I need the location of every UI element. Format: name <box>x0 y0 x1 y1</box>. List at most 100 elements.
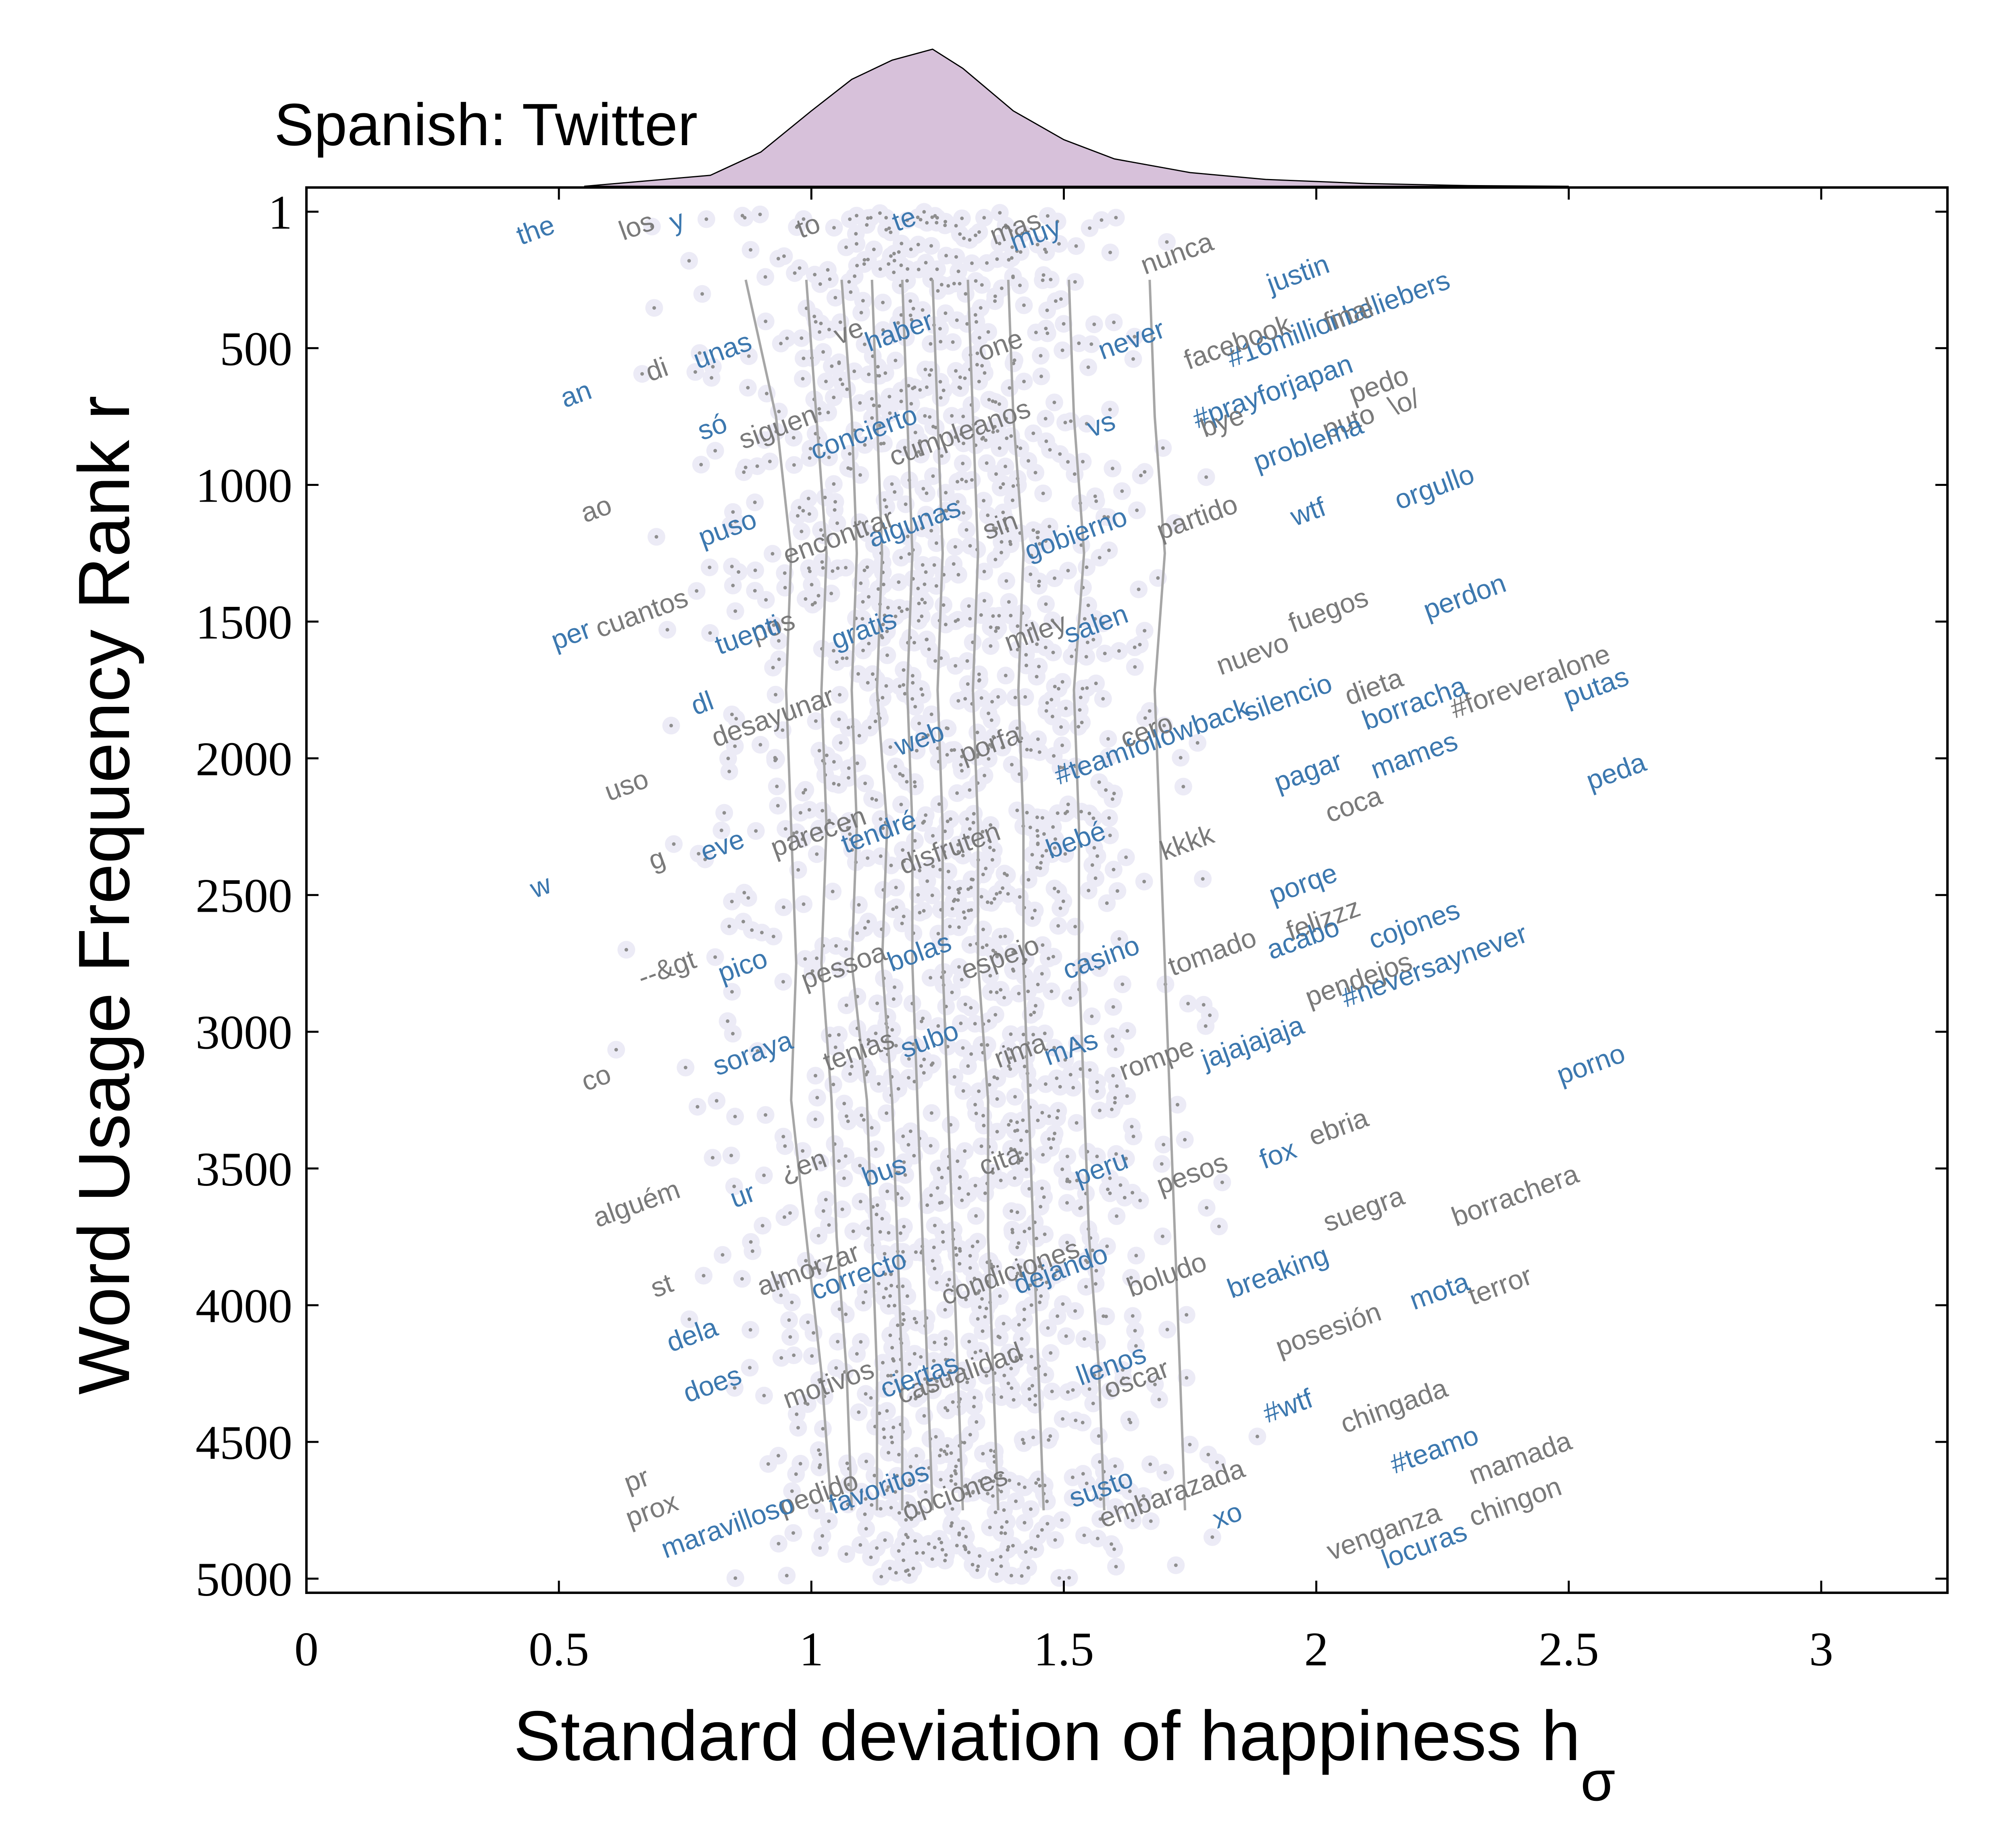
word-label: coca <box>1321 780 1386 829</box>
scatter-dot <box>965 659 969 663</box>
scatter-dot <box>1033 908 1037 913</box>
scatter-dot <box>1137 588 1141 592</box>
scatter-dots <box>614 210 1259 1580</box>
scatter-dot <box>917 602 921 606</box>
scatter-dot <box>746 386 750 390</box>
scatter-dot <box>944 509 948 513</box>
scatter-dot <box>921 1017 925 1021</box>
scatter-dot <box>742 470 746 474</box>
scatter-dot <box>855 264 859 268</box>
scatter-dot <box>1042 832 1046 836</box>
scatter-dot <box>960 1198 964 1202</box>
scatter-dot <box>943 311 948 315</box>
scatter-dot <box>900 1196 904 1200</box>
scatter-dot <box>777 1454 780 1458</box>
scatter-dot <box>1040 816 1044 820</box>
scatter-dot <box>1028 1397 1032 1401</box>
scatter-dot <box>935 541 938 545</box>
y-tick-label: 5000 <box>196 1552 292 1606</box>
scatter-dot <box>1201 877 1205 881</box>
scatter-dot <box>1052 1137 1055 1141</box>
scatter-dot <box>884 1287 888 1291</box>
scatter-dot <box>955 1544 959 1548</box>
scatter-dot <box>962 236 966 240</box>
scatter-dot <box>964 479 968 483</box>
scatter-dot <box>1079 1206 1083 1209</box>
scatter-dot <box>729 523 733 527</box>
scatter-dot <box>1025 663 1028 667</box>
scatter-dot <box>894 1571 898 1575</box>
word-label: di <box>641 352 672 388</box>
scatter-dot <box>1112 320 1116 324</box>
scatter-dot <box>941 1240 945 1244</box>
scatter-dot <box>1081 687 1085 691</box>
scatter-dot <box>687 259 691 263</box>
scatter-dot <box>848 832 852 836</box>
scatter-dot <box>943 1558 947 1563</box>
scatter-dot <box>1039 1277 1043 1281</box>
scatter-dot <box>1133 645 1137 649</box>
scatter-dot <box>1095 1089 1099 1093</box>
scatter-dot <box>896 1087 900 1091</box>
scatter-dot <box>1026 990 1030 994</box>
scatter-dot <box>956 843 960 847</box>
scatter-dot <box>821 1534 825 1538</box>
scatter-dot <box>1030 853 1034 857</box>
scatter-dot <box>1003 1531 1007 1535</box>
scatter-dot <box>1006 892 1010 896</box>
scatter-dot <box>1029 1354 1033 1358</box>
scatter-dot <box>762 1173 766 1177</box>
word-label: ao <box>577 490 616 529</box>
scatter-dot <box>845 387 849 391</box>
scatter-dot <box>868 725 872 729</box>
scatter-dot <box>1043 646 1048 650</box>
scatter-dot <box>1098 1460 1102 1464</box>
scatter-dot <box>861 600 865 604</box>
scatter-dot <box>870 797 874 801</box>
scatter-dot <box>956 898 960 902</box>
scatter-dot <box>1206 1452 1210 1456</box>
scatter-dot <box>1035 815 1039 819</box>
scatter-dot <box>1082 1533 1086 1538</box>
scatter-dot <box>889 334 893 338</box>
scatter-dot <box>905 1294 909 1298</box>
scatter-dot <box>907 1076 911 1080</box>
scatter-dot <box>963 1546 967 1550</box>
scatter-dot <box>891 1425 896 1429</box>
scatter-dot <box>828 277 832 281</box>
scatter-dot <box>968 544 972 548</box>
scatter-dot <box>827 1519 831 1523</box>
scatter-dot <box>977 336 981 340</box>
scatter-dot <box>982 569 986 573</box>
scatter-dot <box>801 509 805 513</box>
word-label: nuevo <box>1212 627 1293 681</box>
x-axis-label-main: Standard deviation of happiness h <box>514 1697 1581 1775</box>
scatter-dot <box>815 1096 819 1100</box>
scatter-dot <box>1092 322 1096 326</box>
scatter-dot <box>1036 983 1040 986</box>
scatter-dot <box>982 499 986 503</box>
scatter-dot <box>1064 1334 1068 1338</box>
scatter-dot <box>937 802 941 806</box>
scatter-dot <box>833 296 837 300</box>
scatter-dot <box>714 1099 719 1103</box>
scatter-dot <box>888 745 892 749</box>
scatter-dot <box>1183 1138 1187 1142</box>
scatter-dot <box>640 372 644 376</box>
scatter-dot <box>894 885 898 890</box>
scatter-dot <box>802 791 806 795</box>
scatter-dot <box>858 520 862 524</box>
scatter-dot <box>994 629 998 633</box>
scatter-dot <box>896 1323 900 1327</box>
scatter-dot <box>829 592 833 596</box>
scatter-dot <box>1051 825 1055 829</box>
scatter-dot <box>893 1304 897 1308</box>
scatter-dot <box>885 1111 889 1115</box>
scatter-dot <box>863 926 867 930</box>
scatter-dot <box>954 1253 958 1257</box>
scatter-dot <box>1003 934 1007 938</box>
scatter-dot <box>920 1019 923 1023</box>
scatter-dot <box>1110 797 1114 801</box>
scatter-dot <box>1073 472 1077 476</box>
scatter-dot <box>938 380 942 384</box>
